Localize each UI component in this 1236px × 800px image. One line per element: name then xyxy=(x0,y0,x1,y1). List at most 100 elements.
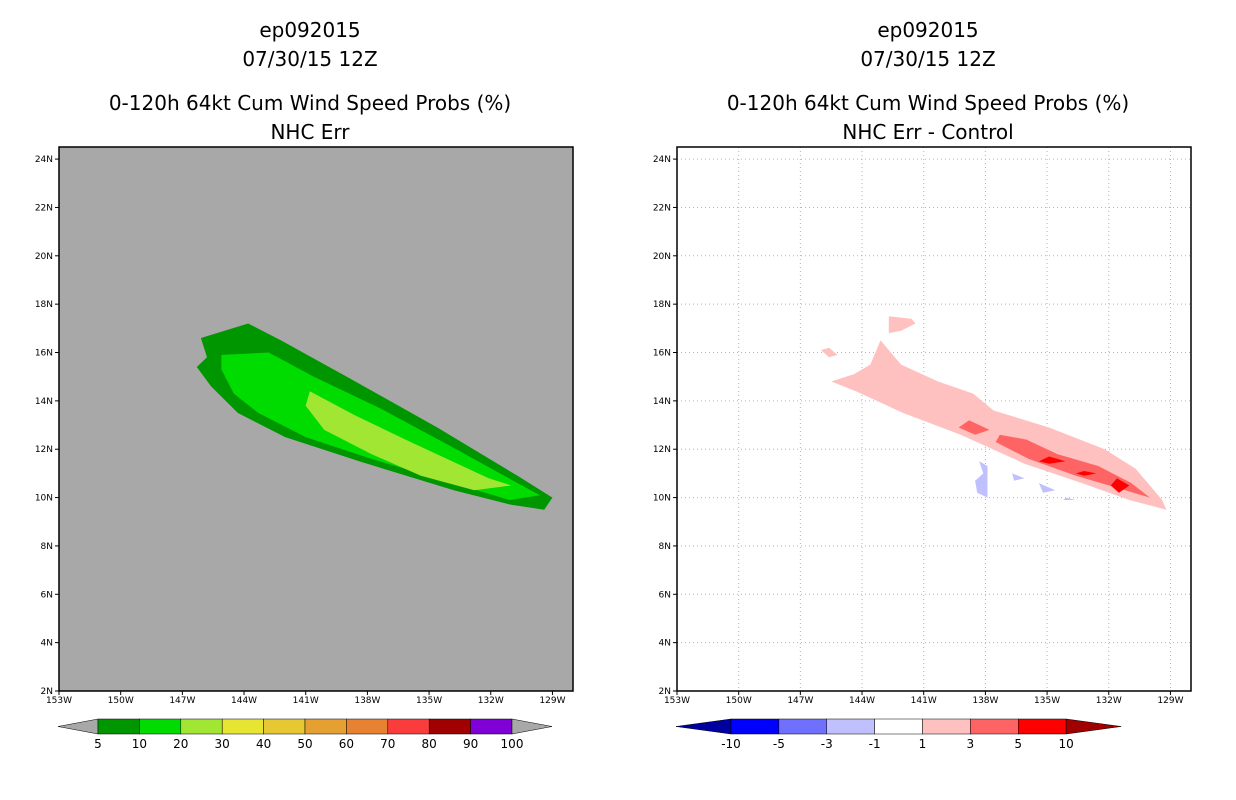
p1-contour-region-8 xyxy=(975,461,988,498)
p0-x-tick-label: 129W xyxy=(539,696,565,706)
p0-colorbar-label: 5 xyxy=(94,737,102,751)
p1-y-tick-label: 22N xyxy=(653,203,671,213)
p0-colorbar-label: 80 xyxy=(422,737,437,751)
p1-colorbar-swatch-6 xyxy=(970,718,1019,735)
p1-colorbar-swatch-4 xyxy=(874,718,923,735)
p1-colorbar-low-arrow xyxy=(675,718,732,735)
p1-x-tick-label: 132W xyxy=(1096,696,1122,706)
right-product-title: 0-120h 64kt Cum Wind Speed Probs (%) xyxy=(726,91,1130,115)
p1-y-tick-label: 4N xyxy=(659,639,671,649)
left-title-block: ep092015 07/30/15 12Z xyxy=(30,16,590,74)
p1-contour-region-10 xyxy=(1012,473,1025,481)
p0-colorbar-swatch-8 xyxy=(428,718,471,735)
p0-x-tick-label: 144W xyxy=(231,696,257,706)
right-storm-id: ep092015 xyxy=(877,18,979,42)
p0-y-tick-label: 18N xyxy=(35,300,53,310)
p0-y-tick-label: 14N xyxy=(35,397,53,407)
left-init-time: 07/30/15 12Z xyxy=(242,47,378,71)
p1-y-tick-label: 8N xyxy=(659,542,671,552)
p0-x-tick-label: 132W xyxy=(478,696,504,706)
p0-colorbar-label: 50 xyxy=(297,737,312,751)
p0-colorbar-label: 20 xyxy=(173,737,188,751)
p1-y-tick-label: 14N xyxy=(653,397,671,407)
p0-colorbar-swatch-5 xyxy=(304,718,347,735)
p1-contour-region-1 xyxy=(888,316,916,334)
left-subtitle: NHC Err xyxy=(270,120,350,144)
p1-x-tick-label: 150W xyxy=(726,696,752,706)
p1-x-tick-label: 129W xyxy=(1157,696,1183,706)
p1-contour-region-9 xyxy=(1038,483,1056,493)
p0-y-tick-label: 8N xyxy=(41,542,53,552)
p1-x-tick-label: 144W xyxy=(849,696,875,706)
p1-x-tick-label: 138W xyxy=(972,696,998,706)
p0-colorbar-swatch-1 xyxy=(139,718,182,735)
p1-colorbar-high-arrow xyxy=(1065,718,1122,735)
p0-colorbar-swatch-4 xyxy=(263,718,306,735)
p0-y-tick-label: 4N xyxy=(41,639,53,649)
p1-colorbar-label: 1 xyxy=(919,737,927,751)
p1-contour-region-5 xyxy=(1038,456,1066,464)
p1-y-tick-label: 2N xyxy=(659,687,671,697)
p1-colorbar-label: 10 xyxy=(1058,737,1073,751)
p0-plot-frame xyxy=(58,146,574,692)
p0-colorbar-swatch-0 xyxy=(97,718,140,735)
p0-colorbar-swatch-7 xyxy=(387,718,430,735)
p0-x-tick-label: 138W xyxy=(354,696,380,706)
p1-x-tick-label: 141W xyxy=(911,696,937,706)
p0-x-tick-label: 135W xyxy=(416,696,442,706)
p0-colorbar-swatch-6 xyxy=(346,718,389,735)
p0-y-tick-label: 24N xyxy=(35,155,53,165)
p1-x-tick-label: 135W xyxy=(1034,696,1060,706)
p1-y-tick-label: 10N xyxy=(653,494,671,504)
left-storm-id: ep092015 xyxy=(259,18,361,42)
p0-y-tick-label: 16N xyxy=(35,349,53,359)
right-title-block: ep092015 07/30/15 12Z xyxy=(648,16,1208,74)
p1-colorbar-label: 3 xyxy=(967,737,975,751)
p1-contour-region-3 xyxy=(958,420,990,435)
p1-colorbar-label: -5 xyxy=(773,737,785,751)
right-title-block-2: 0-120h 64kt Cum Wind Speed Probs (%) NHC… xyxy=(648,89,1208,147)
p1-y-tick-label: 12N xyxy=(653,445,671,455)
p0-y-tick-label: 20N xyxy=(35,252,53,262)
p1-colorbar-label: 5 xyxy=(1014,737,1022,751)
left-product-title: 0-120h 64kt Cum Wind Speed Probs (%) xyxy=(108,91,512,115)
p0-y-tick-label: 22N xyxy=(35,203,53,213)
p1-contour-region-6 xyxy=(1075,471,1097,476)
p1-x-tick-label: 153W xyxy=(664,696,690,706)
p0-x-tick-label: 141W xyxy=(293,696,319,706)
p1-y-tick-label: 16N xyxy=(653,349,671,359)
p0-colorbar-high-arrow xyxy=(511,718,553,735)
p1-colorbar-label: -10 xyxy=(721,737,741,751)
p1-plot-frame xyxy=(676,146,1192,692)
p0-x-tick-label: 153W xyxy=(46,696,72,706)
p0-colorbar-swatch-9 xyxy=(470,718,513,735)
p0-colorbar-swatch-3 xyxy=(221,718,264,735)
p1-colorbar-swatch-2 xyxy=(778,718,827,735)
p0-colorbar-label: 30 xyxy=(215,737,230,751)
p1-y-tick-label: 6N xyxy=(659,590,671,600)
p1-y-tick-label: 18N xyxy=(653,300,671,310)
p1-colorbar-label: -1 xyxy=(869,737,881,751)
p0-colorbar-swatch-2 xyxy=(180,718,223,735)
p0-colorbar-label: 100 xyxy=(501,737,524,751)
p0-x-tick-label: 150W xyxy=(108,696,134,706)
left-title-block-2: 0-120h 64kt Cum Wind Speed Probs (%) NHC… xyxy=(30,89,590,147)
p0-y-tick-label: 6N xyxy=(41,590,53,600)
p0-colorbar-label: 40 xyxy=(256,737,271,751)
p1-colorbar-swatch-3 xyxy=(826,718,875,735)
p0-colorbar-label: 60 xyxy=(339,737,354,751)
p0-contour-region-1 xyxy=(221,352,541,500)
p0-colorbar-label: 70 xyxy=(380,737,395,751)
p1-contour-region-11 xyxy=(1063,497,1076,500)
p1-contour-region-7 xyxy=(1110,478,1130,493)
p0-y-tick-label: 2N xyxy=(41,687,53,697)
p0-colorbar-label: 90 xyxy=(463,737,478,751)
p0-colorbar-label: 10 xyxy=(132,737,147,751)
right-subtitle: NHC Err - Control xyxy=(842,120,1014,144)
p1-contour-region-4 xyxy=(995,434,1150,498)
p0-y-tick-label: 12N xyxy=(35,445,53,455)
p1-colorbar-swatch-7 xyxy=(1018,718,1067,735)
p1-y-tick-label: 20N xyxy=(653,252,671,262)
right-init-time: 07/30/15 12Z xyxy=(860,47,996,71)
